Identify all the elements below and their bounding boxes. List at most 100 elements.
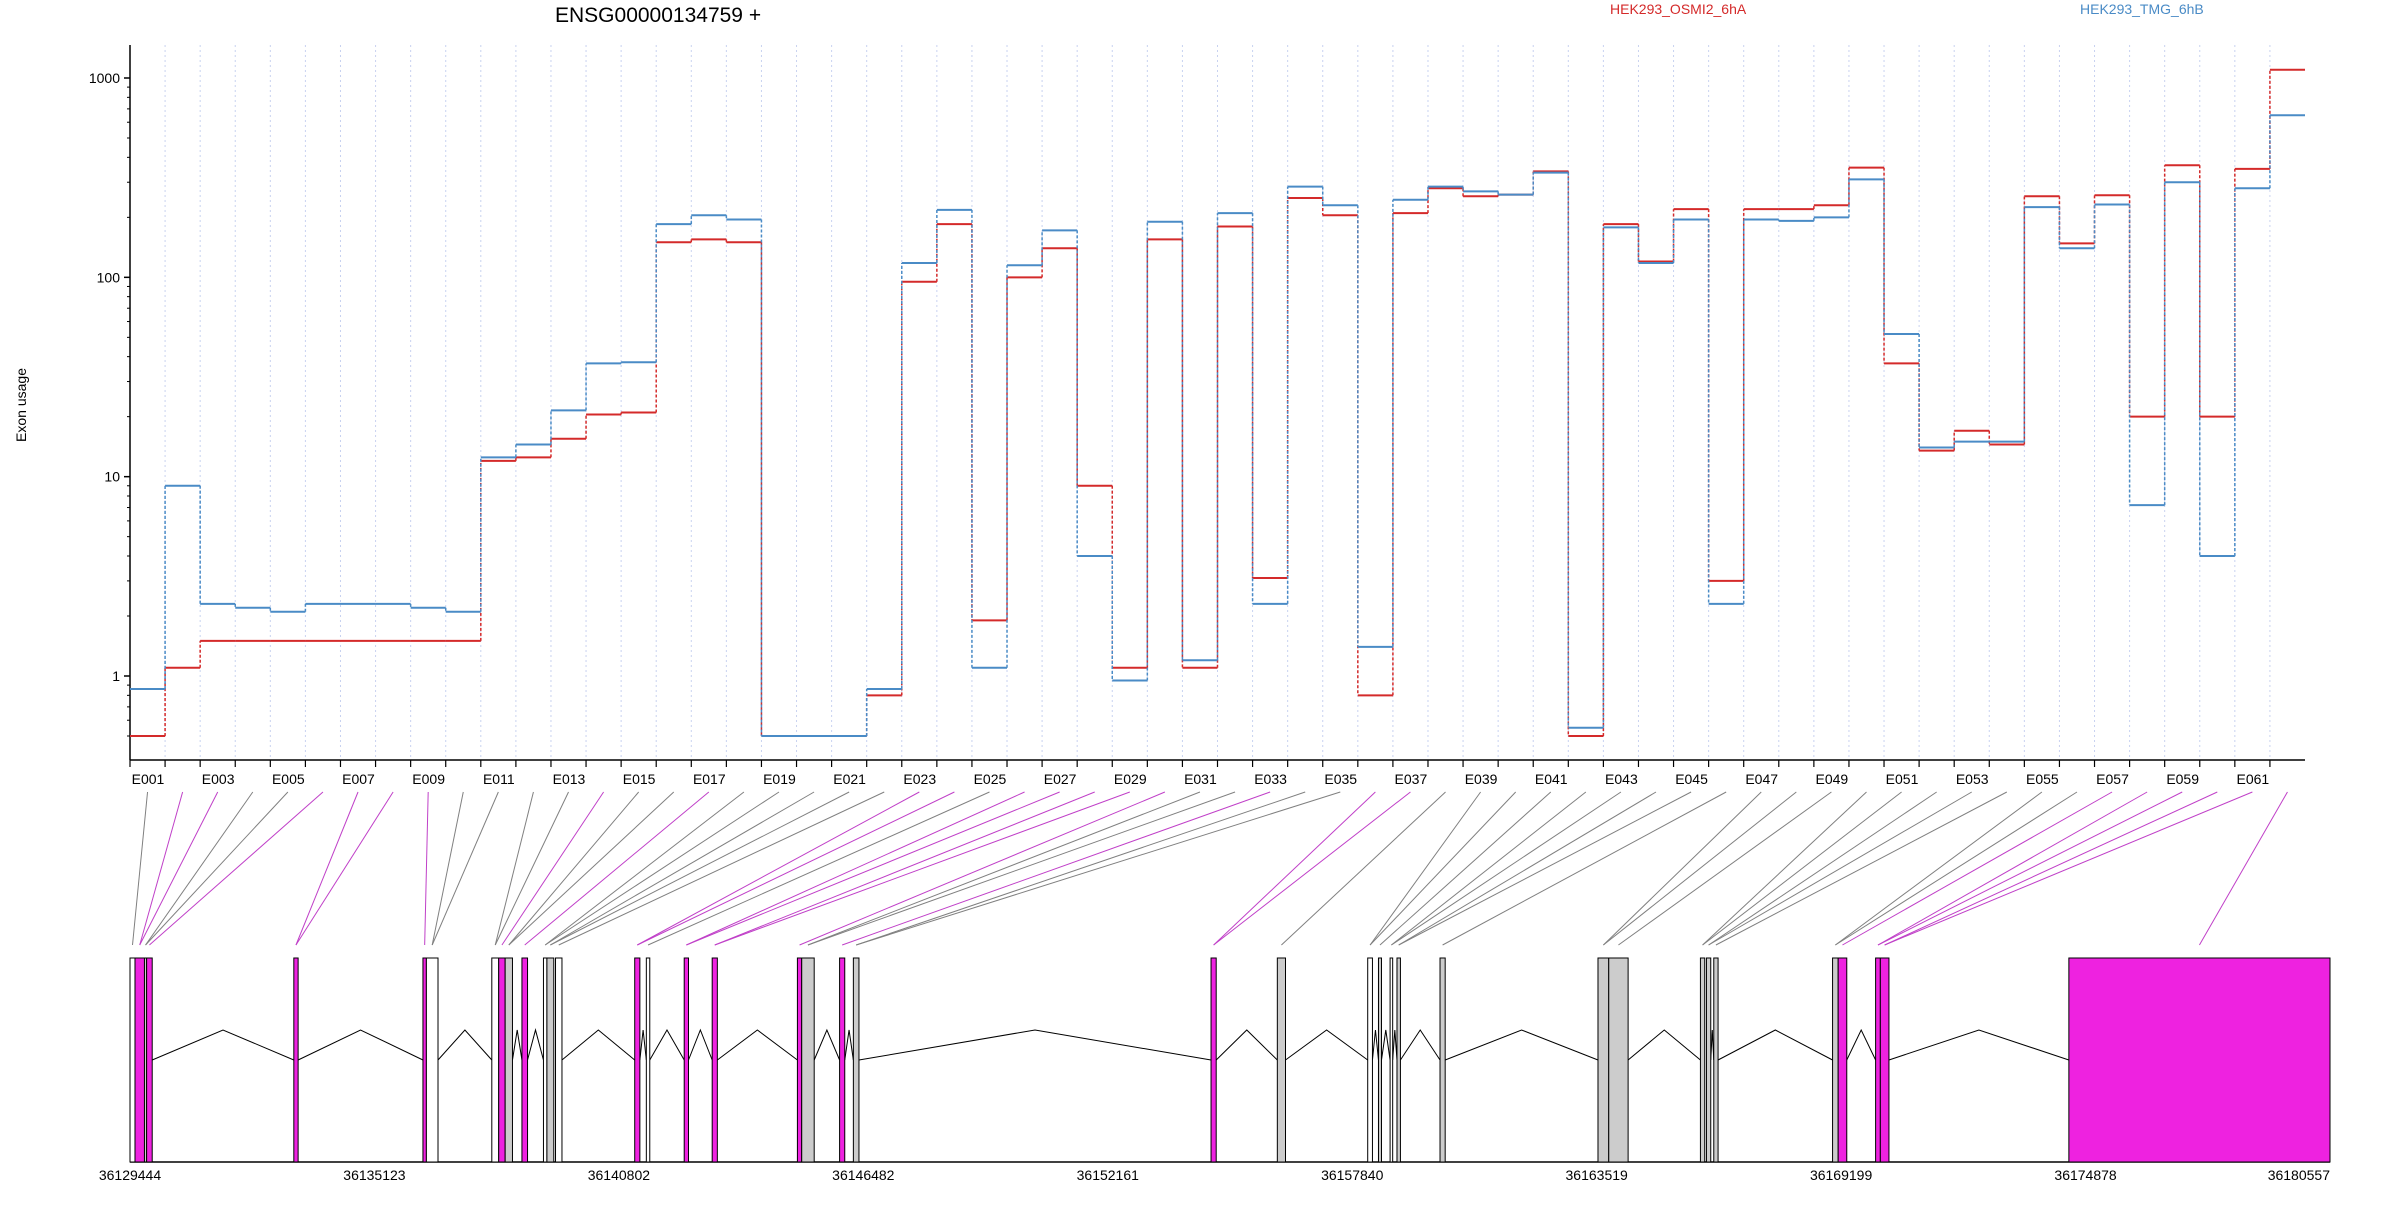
gene-model-layer: 36129444 36135123 36140802 36146482 36152161… — [99, 957, 2331, 1183]
exon-connector — [431, 791, 464, 946]
genomic-tick-label: 36152161 — [1077, 1167, 1140, 1183]
gene-exon-block — [542, 957, 548, 1163]
intron-line — [639, 1029, 647, 1061]
gene-exon-block — [645, 957, 651, 1163]
intron-line — [561, 1029, 636, 1061]
exon-connector — [1884, 791, 2253, 946]
x-tick-label: E011 — [483, 771, 515, 787]
exon-connector — [686, 791, 1060, 946]
x-tick-label: E059 — [2166, 771, 2199, 787]
gene-exon-block — [1875, 957, 1881, 1163]
chart-title: ENSG00000134759 + — [555, 4, 761, 27]
exon-connector — [807, 791, 1201, 946]
intron-line — [1215, 1029, 1278, 1061]
gene-exon-block — [504, 957, 513, 1163]
gene-exon-block — [1713, 957, 1719, 1163]
x-tick-label: E037 — [1395, 771, 1428, 787]
gene-exon-block — [129, 957, 136, 1163]
gene-exon-block — [425, 957, 439, 1163]
genomic-tick-label: 36169199 — [1810, 1167, 1873, 1183]
exon-connector — [149, 791, 324, 946]
intron-line — [858, 1029, 1212, 1061]
intron-line — [1392, 1029, 1398, 1061]
gene-exon-block — [1276, 957, 1287, 1163]
exon-connector — [131, 791, 149, 946]
exon-connector — [686, 791, 1025, 946]
intron-line — [1445, 1029, 1599, 1061]
exon-connector — [1369, 791, 1482, 946]
exon-connector — [424, 791, 429, 946]
x-tick-label: E023 — [903, 771, 936, 787]
axes: 1 10 100 1000 E001 E003 E005 E007 E009 E011 E013 E0… — [89, 45, 2305, 787]
exon-connector — [1213, 791, 1376, 946]
exon-connector — [1213, 791, 1411, 946]
x-tick-label: E019 — [763, 771, 796, 787]
intron-line — [1846, 1028, 1877, 1061]
exon-connector — [1391, 791, 1587, 946]
exon-connector — [139, 791, 184, 946]
exon-connector — [1835, 791, 2078, 946]
gene-exon-block — [1367, 957, 1373, 1163]
x-tick-label: E031 — [1184, 771, 1217, 787]
exon-connector — [1442, 791, 1727, 946]
x-tick-label: E025 — [974, 771, 1007, 787]
intron-line — [1627, 1029, 1701, 1061]
gene-exon-block — [491, 957, 500, 1163]
gene-exon-block — [1837, 957, 1848, 1163]
legend-entry-tmg: HEK293_TMG_6hB — [2080, 1, 2204, 17]
y-tick-label: 1000 — [89, 70, 120, 86]
exon-connector — [1281, 791, 1446, 946]
gene-exon-block — [1608, 957, 1629, 1163]
exon-connector — [1715, 791, 2008, 946]
exon-connector — [714, 791, 1095, 946]
y-axis-label: Exon usage — [13, 368, 29, 442]
x-tick-label: E047 — [1745, 771, 1778, 787]
exon-connector — [1835, 791, 2043, 946]
gene-exon-block — [422, 957, 427, 1163]
x-tick-label: E061 — [2236, 771, 2269, 787]
gene-exon-block — [546, 957, 555, 1163]
intron-line — [437, 1029, 493, 1061]
exon-connector — [1603, 791, 1797, 946]
exon-connector — [145, 791, 254, 946]
exon-connector — [1618, 791, 1832, 946]
genomic-tick-label: 36157840 — [1321, 1167, 1384, 1183]
x-tick-label: E041 — [1535, 771, 1568, 787]
intron-line — [1371, 1029, 1379, 1061]
x-tick-label: E003 — [202, 771, 235, 787]
exon-connector — [1398, 791, 1692, 946]
gene-exon-block — [1439, 957, 1446, 1163]
intron-line — [1888, 1029, 2070, 1061]
exon-connector — [1708, 791, 1972, 946]
x-tick-label: E007 — [342, 771, 375, 787]
gene-exon-block — [498, 957, 506, 1163]
exon-connector — [637, 791, 920, 946]
exon-connector — [842, 791, 1271, 946]
gene-exon-block — [521, 957, 529, 1163]
x-tick-label: E033 — [1254, 771, 1287, 787]
exon-connector — [508, 791, 640, 946]
y-tick-label: 100 — [97, 269, 121, 285]
gene-exon-block — [293, 957, 299, 1163]
exon-connector — [637, 791, 955, 946]
gene-exon-block — [1879, 957, 1890, 1163]
gene-exon-block — [634, 957, 641, 1163]
intron-line — [1380, 1029, 1391, 1061]
x-tick-label: E029 — [1114, 771, 1147, 787]
y-tick-label: 1 — [112, 668, 120, 684]
x-tick-label: E049 — [1816, 771, 1849, 787]
exon-connector — [1398, 791, 1657, 946]
intron-line — [844, 1029, 854, 1061]
genomic-tick-label: 36129444 — [99, 1167, 162, 1183]
intron-line — [717, 1029, 798, 1061]
exon-connector — [494, 791, 534, 946]
x-tick-label: E001 — [132, 771, 165, 787]
gene-exon-block — [711, 957, 718, 1163]
genomic-tick-label: 36135123 — [343, 1167, 406, 1183]
exon-connector — [1842, 791, 2113, 946]
exon-connector — [714, 791, 1130, 946]
exon-connector — [807, 791, 1236, 946]
x-tick-label: E051 — [1886, 771, 1919, 787]
exon-connector — [544, 791, 780, 946]
gene-exon-block — [2068, 957, 2331, 1163]
